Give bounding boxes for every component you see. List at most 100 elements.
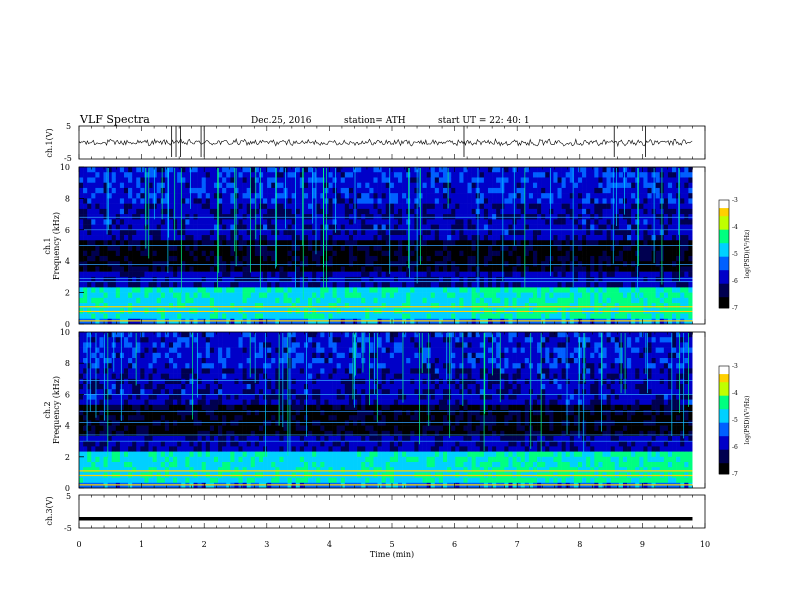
ch1-spec-cell xyxy=(684,292,689,299)
ch1-spec-cell xyxy=(197,219,202,225)
ch1-spec-cell xyxy=(639,229,644,236)
ch1-spec-cell xyxy=(144,219,149,225)
ch1-spec-cell xyxy=(115,271,121,278)
ch1-spec-cell xyxy=(565,271,571,278)
ch1-spec-cell xyxy=(111,224,117,231)
ch1-spec-cell xyxy=(373,235,378,241)
ch1-spec-cell xyxy=(357,198,362,204)
ch1-spec-cell xyxy=(483,224,489,231)
ch1-spec-cell xyxy=(148,313,153,320)
ch1-spec-cell xyxy=(639,261,644,267)
ch1-spec-cell xyxy=(537,177,542,183)
ch1-spec-cell xyxy=(209,292,215,299)
ch1-spec-cell xyxy=(434,313,440,320)
ch1-spec-cell xyxy=(618,271,624,278)
ch1-spec-cell xyxy=(353,287,358,293)
ch1-colorbar-cell xyxy=(719,270,729,274)
ch1-spec-cell xyxy=(173,261,178,267)
ch1-spec-cell xyxy=(655,261,661,267)
ch1-spec-cell xyxy=(451,266,456,272)
ch1-spec-cell xyxy=(123,182,129,189)
ch2-spec-cell xyxy=(87,347,92,354)
ch1-spec-cell xyxy=(185,229,190,236)
ch1-spec-cell xyxy=(639,182,644,189)
ch1-spec-cell xyxy=(279,182,284,189)
ch1-spec-cell xyxy=(361,282,366,288)
ch1-spec-cell xyxy=(582,287,587,293)
ch1-spec-cell xyxy=(537,245,542,252)
ch1-spec-cell xyxy=(541,187,546,194)
ch1-spec-cell xyxy=(254,193,260,199)
ch1-spec-cell xyxy=(136,229,141,236)
ch1-spec-cell xyxy=(148,187,153,194)
ch1-spec-cell xyxy=(614,172,620,178)
ch1-spec-cell xyxy=(614,229,620,236)
ch1-spec-cell xyxy=(447,318,452,325)
ch1-spec-cell xyxy=(606,167,611,173)
ch1-spec-cell xyxy=(303,313,309,320)
ch1-spec-cell xyxy=(250,266,256,272)
ch1-spec-cell xyxy=(549,198,554,204)
ch1-spec-cell xyxy=(594,271,599,278)
ch1-spec-cell xyxy=(393,182,399,189)
ch1-spec-cell xyxy=(205,271,211,278)
ch1-spec-cell xyxy=(348,318,354,325)
ch1-spec-cell xyxy=(663,193,669,199)
ch1-spec-cell xyxy=(287,287,292,293)
ch1-spec-cell xyxy=(168,313,174,320)
ch1-spec-cell xyxy=(344,287,350,293)
ch1-spec-cell xyxy=(672,250,677,257)
ch1-spec-cell xyxy=(308,193,313,199)
ch1-spec-cell xyxy=(602,219,607,225)
ch1-spec-cell xyxy=(218,187,223,194)
ch2-spec-cell xyxy=(79,482,84,489)
ch1-spec-cell xyxy=(443,203,448,210)
ch1-spec-cell xyxy=(348,219,354,225)
ch1-spec-cell xyxy=(328,208,333,215)
ch1-spec-cell xyxy=(373,261,378,267)
ch1-spec-cell xyxy=(430,208,436,215)
ch2-spec-cell xyxy=(91,394,96,400)
ch1-spec-cell xyxy=(344,276,350,283)
ch1-spec-cell xyxy=(205,240,211,246)
ch1-spec-cell xyxy=(201,297,207,304)
ch1-spec-cell xyxy=(455,297,460,304)
ch1-spec-cell xyxy=(398,203,403,210)
ch1-spec-cell xyxy=(451,187,456,194)
ch1-spec-cell xyxy=(115,245,121,252)
ch1-spec-cell xyxy=(160,177,166,183)
ch1-spec-cell xyxy=(377,266,382,272)
ch1-spec-cell xyxy=(303,177,309,183)
ch1-spec-cell xyxy=(504,224,509,231)
ch1-spec-cell xyxy=(242,193,247,199)
ch1-spec-cell xyxy=(504,266,509,272)
ch1-spec-cell xyxy=(528,313,534,320)
ch1-spec-cell xyxy=(459,255,464,262)
ch1-spec-cell xyxy=(152,235,158,241)
ch1-spec-cell xyxy=(177,229,182,236)
ch1-spec-cell xyxy=(291,193,297,199)
ch1-spec-cell xyxy=(152,240,158,246)
ch1-spec-cell xyxy=(136,303,141,309)
ch1-spec-cell xyxy=(250,182,256,189)
ch1-spec-cell xyxy=(373,250,378,257)
ch1-spec-cell xyxy=(459,203,464,210)
ch1-spec-cell xyxy=(496,261,501,267)
ch2-spec-cell xyxy=(95,441,100,447)
ch1-spec-cell xyxy=(353,318,358,325)
ch1-spec-cell xyxy=(95,219,100,225)
ch1-spec-cell xyxy=(156,261,162,267)
ch1-spec-cell xyxy=(128,198,133,204)
ch1-spec-cell xyxy=(348,261,354,267)
ch1-spec-cell xyxy=(594,224,599,231)
ch1-spec-cell xyxy=(201,245,207,252)
ch1-spec-cell xyxy=(336,287,342,293)
ch1-spec-cell xyxy=(545,219,550,225)
ch1-spec-cell xyxy=(663,276,669,283)
ch1-spec-cell xyxy=(647,208,652,215)
ch1-spec-cell xyxy=(688,208,693,215)
ch1-spec-cell xyxy=(655,303,661,309)
ch1-spec-cell xyxy=(238,167,243,173)
ch1-spec-cell xyxy=(434,318,440,325)
ch1-spec-cell xyxy=(275,198,280,204)
